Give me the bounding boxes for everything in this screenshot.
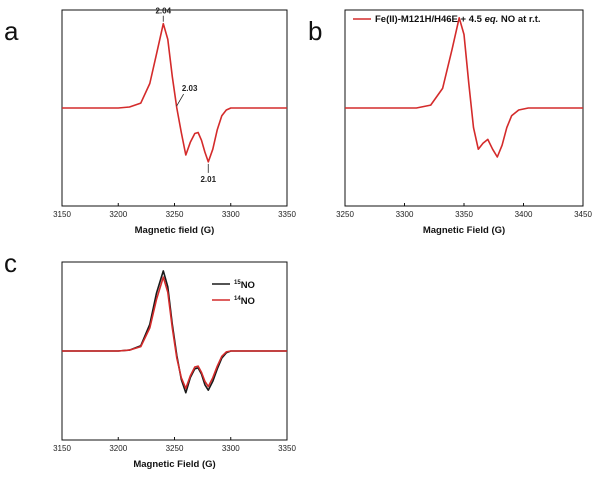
annotation-leader [176, 93, 184, 107]
panel-b-chart: 3250 3300 3350 3400 3450 Magnetic Field (G) Fe… [336, 9, 592, 236]
annotation-label: 2.01 [200, 175, 216, 184]
panel-letter-a: a [4, 16, 19, 46]
annotation-label: 2.04 [155, 7, 171, 16]
x-tick-label: 3200 [109, 210, 127, 219]
x-tick-label: 3350 [278, 210, 296, 219]
x-tick-label: 3350 [455, 210, 473, 219]
panel-letter-c: c [4, 248, 17, 278]
panel-a-chart: 3150 3200 3250 3300 3350 Magnetic field (G) 2.… [53, 7, 296, 236]
annotation-label: 2.03 [182, 84, 198, 93]
x-tick-label: 3250 [166, 210, 184, 219]
x-tick-label: 3150 [53, 444, 71, 453]
x-axis-title: Magnetic field (G) [135, 225, 215, 236]
series-line-b-0 [345, 17, 583, 158]
series-line-c-1 [62, 276, 287, 390]
x-tick-label: 3250 [166, 444, 184, 453]
x-axis-title: Magnetic Field (G) [423, 225, 505, 236]
legend-label: 14NO [234, 296, 255, 307]
x-tick-label: 3300 [396, 210, 414, 219]
x-tick-label: 3250 [336, 210, 354, 219]
x-tick-label: 3200 [109, 444, 127, 453]
x-tick-label: 3450 [574, 210, 592, 219]
x-tick-label: 3350 [278, 444, 296, 453]
x-tick-label: 3400 [515, 210, 533, 219]
panel-letter-b: b [308, 16, 322, 46]
legend-label: 15NO [234, 280, 255, 291]
x-tick-label: 3300 [222, 444, 240, 453]
panel-c-chart: 3150 3200 3250 3300 3350 Magnetic Field (G) 15… [53, 261, 296, 470]
legend-label: Fe(II)-M121H/H46E + 4.5 eq. NO at r.t. [375, 14, 541, 25]
x-tick-label: 3300 [222, 210, 240, 219]
x-tick-label: 3150 [53, 210, 71, 219]
series-line-a-0 [62, 22, 287, 163]
x-axis-title: Magnetic Field (G) [133, 459, 215, 470]
